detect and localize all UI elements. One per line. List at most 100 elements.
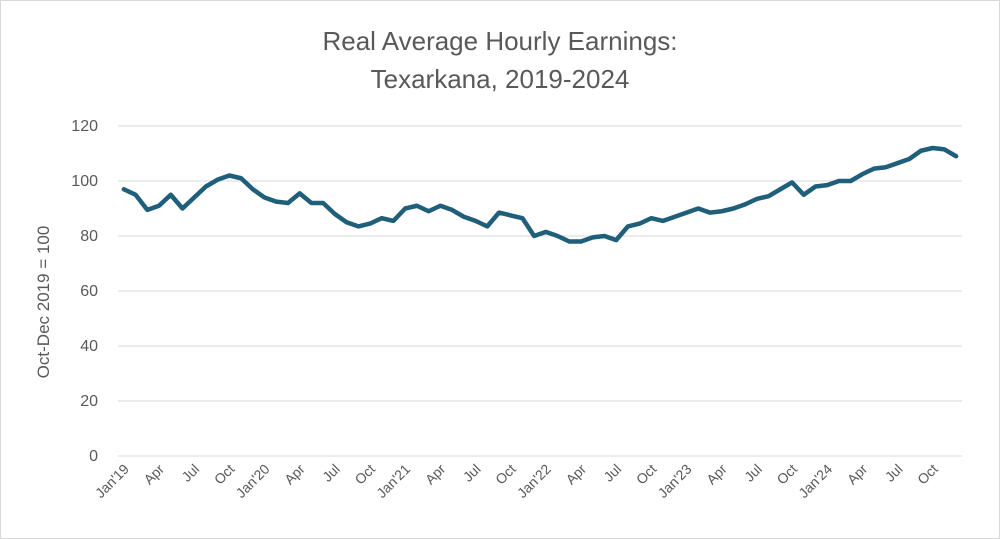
data-point xyxy=(274,200,278,204)
data-point xyxy=(485,224,489,228)
y-tick-label: 0 xyxy=(89,448,98,465)
x-tick-label: Oct xyxy=(773,461,800,488)
data-point xyxy=(532,234,536,238)
x-tick-label: Oct xyxy=(492,461,519,488)
data-point xyxy=(896,161,900,165)
data-point xyxy=(954,154,958,158)
data-point xyxy=(263,196,267,199)
data-point xyxy=(919,149,923,153)
data-point xyxy=(743,202,747,206)
series-group xyxy=(121,145,959,244)
x-tick-label: Jul xyxy=(741,461,765,485)
data-point xyxy=(368,222,372,226)
data-point xyxy=(556,234,560,238)
data-point xyxy=(931,146,935,150)
data-point xyxy=(790,180,794,184)
data-point xyxy=(614,238,618,242)
x-tick-label: Jan'22 xyxy=(514,461,554,501)
data-point xyxy=(579,240,583,243)
x-tick-label: Jul xyxy=(882,461,906,485)
data-point xyxy=(227,174,231,177)
chart-title: Real Average Hourly Earnings: Texarkana,… xyxy=(0,22,1000,98)
data-point xyxy=(251,187,255,191)
x-tick-label: Jan'24 xyxy=(795,461,835,501)
data-point xyxy=(884,165,888,169)
data-point xyxy=(544,230,548,234)
x-tick-label: Jan'21 xyxy=(373,461,413,501)
data-point xyxy=(755,197,759,201)
data-point xyxy=(356,224,360,228)
x-tick-label: Oct xyxy=(914,461,941,488)
data-point xyxy=(661,219,665,223)
data-point xyxy=(474,219,478,223)
x-tick-label: Apr xyxy=(140,461,167,488)
data-point xyxy=(345,220,349,224)
data-point xyxy=(849,179,853,183)
data-point xyxy=(438,204,442,208)
data-point xyxy=(192,196,196,199)
data-point xyxy=(696,207,700,210)
data-point xyxy=(122,187,126,191)
y-tick-label: 60 xyxy=(80,283,98,300)
x-tick-label: Jul xyxy=(460,461,484,485)
data-point xyxy=(825,183,829,187)
data-point xyxy=(134,193,138,197)
data-point xyxy=(286,201,290,205)
data-point xyxy=(567,240,571,243)
x-tick-label: Apr xyxy=(844,461,871,488)
x-tick-label: Apr xyxy=(703,461,730,488)
data-point xyxy=(497,211,501,215)
data-point xyxy=(520,216,524,220)
x-tick-label: Jul xyxy=(178,461,202,485)
data-point xyxy=(649,216,653,220)
data-point xyxy=(157,204,161,208)
data-point xyxy=(860,172,864,176)
data-point xyxy=(415,204,419,208)
x-tick-label: Apr xyxy=(422,461,449,488)
data-point xyxy=(778,187,782,191)
y-tick-label: 20 xyxy=(80,393,98,410)
data-point xyxy=(767,194,771,198)
x-tick-label: Apr xyxy=(562,461,589,488)
data-point xyxy=(591,235,595,239)
y-tick-label: 40 xyxy=(80,338,98,355)
data-point xyxy=(813,185,817,188)
data-point xyxy=(638,222,642,226)
data-point xyxy=(907,157,911,161)
series-line-0 xyxy=(121,145,959,244)
data-point xyxy=(427,209,431,213)
data-point xyxy=(321,201,325,205)
data-point xyxy=(180,207,184,210)
data-point xyxy=(626,224,630,228)
data-point xyxy=(204,185,208,188)
y-tick-labels: 0 20 40 60 80 100 120 xyxy=(71,118,98,465)
data-point xyxy=(333,212,337,216)
data-point xyxy=(708,211,712,215)
x-tick-label: Apr xyxy=(281,461,308,488)
x-tick-label: Jul xyxy=(600,461,624,485)
x-tick-label: Jan'19 xyxy=(92,461,132,501)
x-tick-label: Jan'20 xyxy=(232,461,272,501)
data-point xyxy=(837,179,841,183)
data-point xyxy=(942,147,946,151)
x-tick-label: Oct xyxy=(351,461,378,488)
data-point xyxy=(802,193,806,197)
data-point xyxy=(685,211,689,215)
data-point xyxy=(720,209,724,213)
chart-title-line-1: Real Average Hourly Earnings: xyxy=(322,26,678,56)
data-point xyxy=(298,191,302,195)
data-point xyxy=(145,208,149,212)
data-point xyxy=(239,176,243,180)
data-point xyxy=(602,234,606,238)
data-point xyxy=(673,215,677,219)
data-point xyxy=(462,215,466,219)
data-point xyxy=(509,213,513,217)
y-tick-label: 100 xyxy=(71,173,98,190)
data-point xyxy=(403,207,407,210)
data-point xyxy=(169,193,173,197)
x-tick-label: Oct xyxy=(211,461,238,488)
data-point xyxy=(450,208,454,212)
